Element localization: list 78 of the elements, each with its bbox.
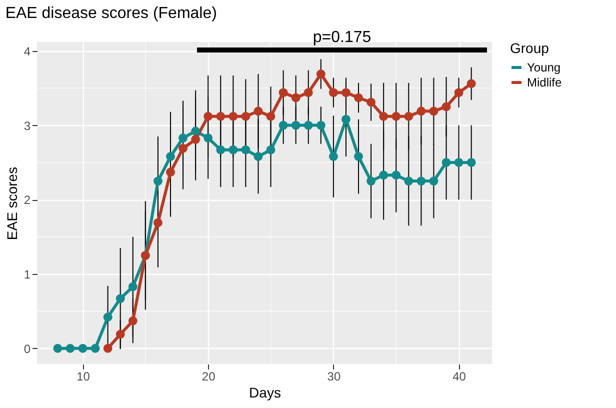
point [128, 282, 138, 292]
chart-title: EAE disease scores (Female) [5, 5, 217, 22]
point [392, 112, 401, 121]
x-tick-label: 40 [452, 370, 466, 384]
point [466, 158, 476, 167]
point [266, 112, 276, 121]
point [442, 158, 451, 167]
point [128, 316, 138, 326]
point [178, 144, 188, 153]
point [379, 170, 388, 180]
point [266, 145, 276, 154]
point [278, 120, 288, 130]
point [228, 112, 238, 121]
y-tick-label: 1 [24, 268, 31, 282]
point [316, 120, 326, 130]
point [228, 145, 238, 154]
point [354, 152, 363, 161]
y-axis-title: EAE scores [4, 166, 20, 240]
point [116, 330, 125, 339]
point [328, 88, 338, 98]
point [216, 145, 226, 154]
point [78, 344, 88, 353]
point [354, 93, 363, 102]
legend-label: Young [527, 60, 561, 74]
point [204, 133, 213, 142]
point [254, 106, 263, 116]
y-tick-label: 4 [24, 44, 31, 58]
y-tick-label: 2 [24, 193, 31, 208]
point [304, 88, 313, 98]
point [116, 294, 125, 304]
point [90, 344, 100, 353]
point [178, 133, 188, 142]
point [278, 88, 288, 98]
point [103, 344, 112, 353]
point [191, 126, 200, 136]
point [316, 70, 326, 78]
point [379, 112, 388, 121]
point [429, 176, 438, 186]
x-axis-title: Days [249, 384, 281, 400]
point [342, 114, 350, 124]
point [404, 176, 414, 186]
point [53, 344, 62, 353]
point [442, 102, 451, 112]
point [254, 152, 263, 161]
x-tick-label: 10 [76, 370, 90, 384]
point [342, 88, 350, 98]
y-tick-label: 0 [24, 342, 31, 356]
point [404, 112, 414, 121]
point [304, 120, 313, 130]
point [416, 106, 426, 116]
point [392, 170, 401, 180]
point [366, 176, 376, 186]
point [454, 88, 464, 98]
point [291, 93, 300, 102]
point [216, 112, 226, 121]
point [166, 152, 175, 161]
legend-title: Group [510, 40, 550, 56]
y-tick-label: 3 [24, 118, 31, 133]
x-tick-label: 30 [327, 370, 341, 384]
point [153, 218, 162, 228]
point [191, 134, 200, 144]
point [166, 168, 175, 177]
point [241, 145, 250, 154]
point [66, 344, 75, 353]
annotation: p=0.175 [312, 29, 372, 46]
point [366, 98, 376, 107]
point [429, 106, 438, 116]
point [454, 158, 464, 167]
point [241, 112, 250, 121]
legend-label: Midlife [527, 76, 562, 90]
point [103, 312, 112, 322]
x-tick-label: 20 [202, 370, 216, 384]
point [291, 120, 300, 130]
point [153, 176, 162, 186]
point [416, 176, 426, 186]
point [204, 112, 213, 121]
point [328, 152, 338, 161]
point [466, 79, 476, 88]
